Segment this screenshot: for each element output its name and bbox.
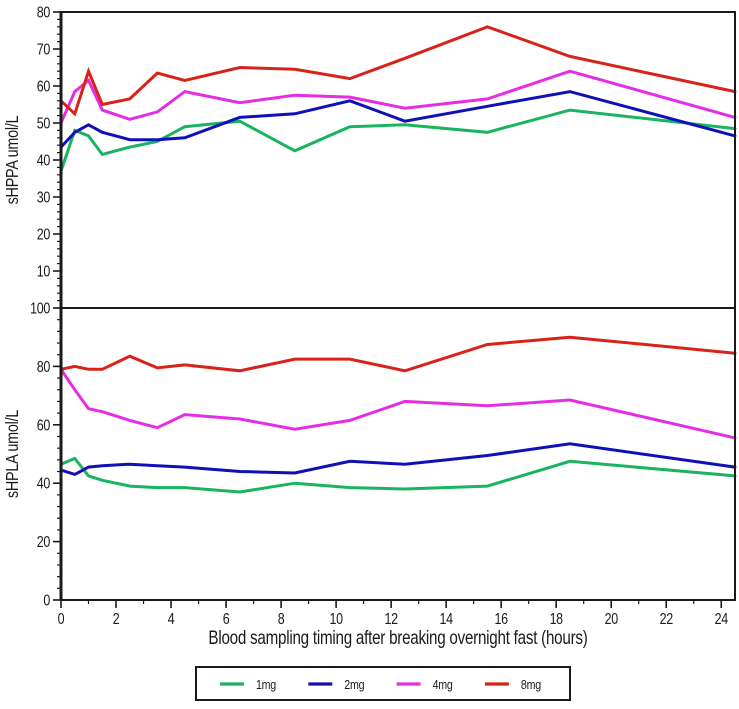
x-tick-label: 12: [384, 611, 398, 629]
series-line-8mg-bottom: [59, 335, 737, 373]
top-y-axis-title: sHPPA umol/L: [3, 115, 23, 204]
y-tick-label: 80: [37, 4, 51, 22]
xlabel-group: Blood sampling timing after breaking ove…: [208, 626, 587, 648]
series-line-8mg-top: [59, 25, 737, 117]
y-tick-label: 100: [30, 300, 50, 318]
series-line-2mg-top: [59, 90, 737, 149]
legend-label-2mg: 2mg: [344, 677, 364, 692]
data-series: [59, 25, 737, 494]
legend-label-4mg: 4mg: [433, 677, 453, 692]
x-tick-label: 20: [605, 611, 619, 629]
series-line-4mg-bottom: [59, 367, 737, 440]
x-tick-label: 16: [495, 611, 509, 629]
y-tick-label: 20: [37, 226, 51, 244]
x-tick-label: 10: [329, 611, 343, 629]
y-tick-label: 70: [37, 41, 51, 59]
x-tick-label: 22: [660, 611, 674, 629]
y-tick-label: 0: [43, 592, 50, 610]
legend-items: 1mg 2mg 4mg 8mg: [220, 677, 541, 692]
x-tick-label: 4: [168, 611, 175, 629]
bottom-ylabel-group: sHPLA umol/L: [3, 410, 23, 498]
top-ylabel-group: sHPPA umol/L: [3, 115, 23, 204]
y-tick-label: 10: [37, 263, 51, 281]
series-line-1mg-bottom: [59, 456, 737, 494]
x-tick-label: 18: [550, 611, 564, 629]
x-tick-label: 24: [715, 611, 729, 629]
x-tick-label: 0: [58, 611, 65, 629]
y-tick-label: 80: [37, 359, 51, 377]
x-axis-title: Blood sampling timing after breaking ove…: [208, 626, 587, 648]
legend-label-8mg: 8mg: [521, 677, 541, 692]
series-line-2mg-bottom: [59, 442, 737, 477]
series-line-4mg-top: [59, 69, 737, 125]
series-line-1mg-top: [59, 108, 737, 173]
x-tick-label: 2: [113, 611, 120, 629]
y-tick-label: 40: [37, 475, 51, 493]
y-tick-label: 30: [37, 189, 51, 207]
legend-label-1mg: 1mg: [256, 677, 276, 692]
y-tick-label: 50: [37, 115, 51, 133]
x-tick-label: 8: [278, 611, 285, 629]
y-tick-label: 20: [37, 534, 51, 552]
x-tick-label: 6: [223, 611, 230, 629]
y-tick-label: 60: [37, 417, 51, 435]
y-tick-label: 60: [37, 78, 51, 96]
y-tick-label: 40: [37, 152, 51, 170]
legend: 1mg 2mg 4mg 8mg: [195, 666, 571, 701]
bottom-y-axis-title: sHPLA umol/L: [3, 410, 23, 498]
x-tick-label: 14: [440, 611, 454, 629]
legend-frame: [195, 666, 571, 701]
